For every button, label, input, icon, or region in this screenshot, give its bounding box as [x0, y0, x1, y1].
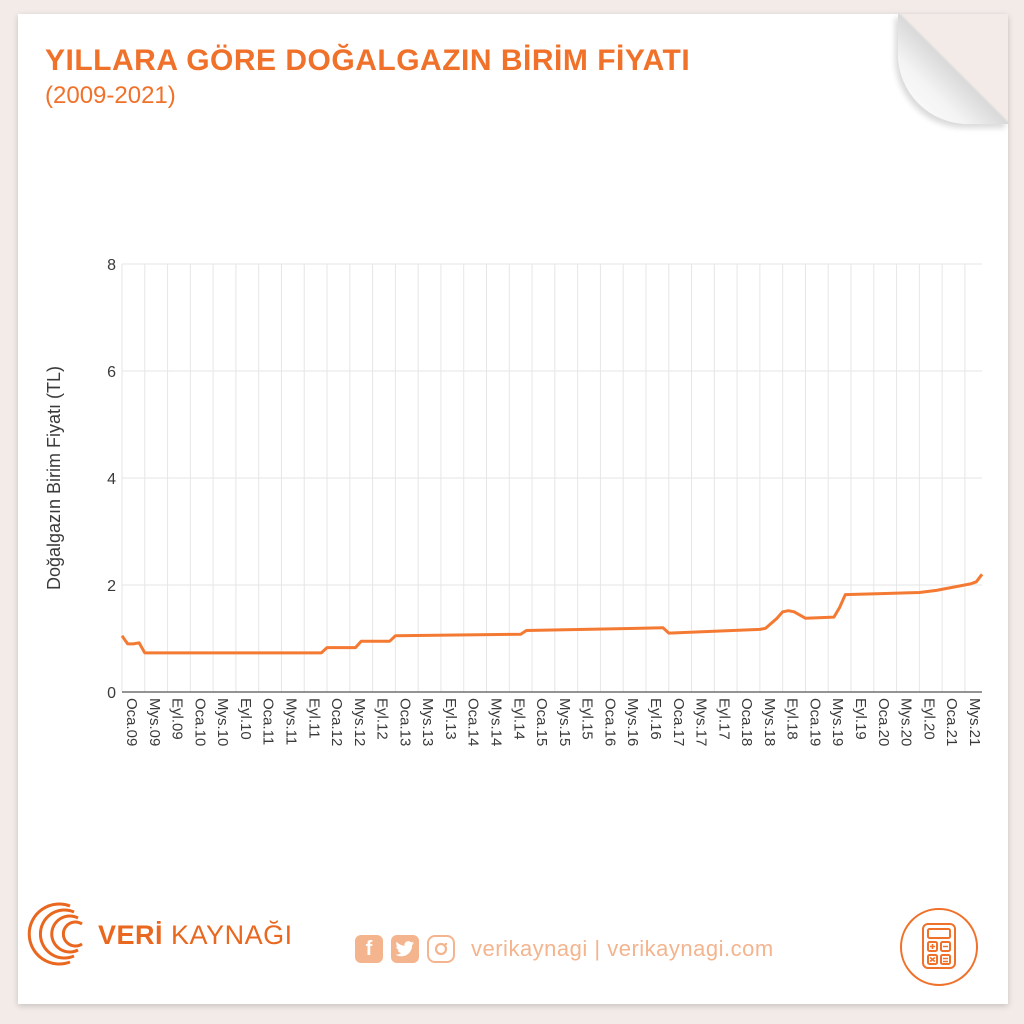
y-tick-label: 0: [107, 685, 116, 702]
chart-title: YILLARA GÖRE DOĞALGAZIN BİRİM FİYATI: [45, 44, 691, 77]
x-tick-label: Mys.15: [556, 698, 573, 746]
x-tick-label: Mys.13: [419, 698, 436, 746]
x-tick-label: Oca.09: [123, 698, 140, 746]
x-tick-label: Eyl.19: [852, 698, 869, 740]
x-tick-label: Mys.19: [829, 698, 846, 746]
x-tick-label: Oca.16: [601, 698, 618, 746]
veri-kaynagi-logo: VERİ KAYNAĞI: [26, 888, 292, 978]
x-tick-label: Oca.17: [670, 698, 687, 746]
x-tick-label: Oca.10: [191, 698, 208, 746]
calculator-badge: [900, 908, 978, 986]
social-text[interactable]: verikaynagi | verikaynagi.com: [471, 936, 774, 961]
y-axis-label: Doğalgazın Birim Fiyatı (TL): [44, 366, 64, 590]
logo-veri: VERİ: [98, 920, 164, 950]
x-tick-label: Eyl.16: [647, 698, 664, 740]
x-tick-label: Eyl.12: [374, 698, 391, 740]
y-tick-label: 8: [107, 257, 116, 274]
x-tick-label: Oca.19: [806, 698, 823, 746]
x-tick-label: Eyl.11: [305, 698, 322, 739]
x-tick-label: Mys.17: [693, 698, 710, 746]
calculator-icon: [922, 923, 956, 969]
x-tick-label: Eyl.20: [920, 698, 937, 740]
veri-kaynagi-logo-icon: [27, 902, 83, 966]
social-links: f verikaynagi | verikaynagi.com: [355, 932, 774, 966]
x-tick-label: Oca.20: [875, 698, 892, 746]
x-tick-label: Oca.21: [943, 698, 960, 746]
x-tick-label: Oca.11: [260, 698, 277, 745]
x-tick-label: Oca.15: [533, 698, 550, 746]
instagram-icon[interactable]: [427, 935, 455, 963]
x-tick-label: Oca.14: [465, 698, 482, 746]
x-tick-label: Eyl.18: [784, 698, 801, 740]
x-tick-label: Mys.20: [898, 698, 915, 746]
paper-card: [18, 14, 1008, 1004]
facebook-icon[interactable]: f: [355, 935, 383, 963]
x-tick-label: Mys.18: [761, 698, 778, 746]
x-tick-label: Oca.18: [738, 698, 755, 746]
x-tick-label: Oca.12: [328, 698, 345, 746]
x-tick-label: Eyl.09: [169, 698, 186, 740]
x-tick-label: Eyl.15: [579, 698, 596, 740]
x-tick-label: Eyl.17: [715, 698, 732, 740]
x-tick-label: Eyl.10: [237, 698, 254, 740]
price-line: [120, 573, 984, 655]
y-tick-label: 2: [107, 578, 116, 595]
x-tick-label: Mys.11: [282, 698, 299, 745]
x-tick-label: Oca.13: [396, 698, 413, 746]
x-tick-label: Mys.16: [624, 698, 641, 746]
x-tick-label: Mys.14: [488, 698, 505, 746]
chart-subtitle: (2009-2021): [45, 82, 176, 109]
x-tick-label: Mys.21: [966, 698, 983, 746]
y-tick-label: 6: [107, 364, 116, 381]
x-tick-label: Mys.12: [351, 698, 368, 746]
logo-text: VERİ KAYNAĞI: [98, 920, 293, 951]
logo-kaynagi: KAYNAĞI: [171, 920, 293, 950]
x-tick-label: Mys.10: [214, 698, 231, 746]
y-tick-label: 4: [107, 471, 116, 488]
x-tick-label: Eyl.13: [442, 698, 459, 740]
x-tick-label: Mys.09: [146, 698, 163, 746]
facebook-letter: f: [365, 937, 373, 960]
twitter-icon[interactable]: [391, 935, 419, 963]
x-tick-label: Eyl.14: [510, 698, 527, 740]
